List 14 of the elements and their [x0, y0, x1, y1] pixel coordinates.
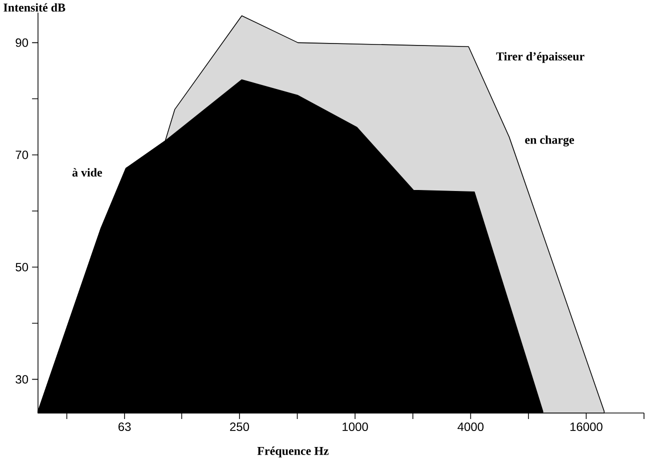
y-tick-label: 90 [16, 38, 28, 47]
annotation: Tirer d’épaisseur [496, 52, 584, 63]
x-tick-label: 4000 [458, 422, 484, 432]
x-axis-title: Fréquence Hz [257, 446, 329, 458]
y-tick-label: 30 [16, 375, 28, 384]
series-label: en charge [525, 135, 574, 146]
x-tick-label: 1000 [342, 422, 368, 432]
series-label: à vide [72, 168, 102, 177]
x-tick-label: 250 [230, 422, 250, 432]
x-tick-label: 63 [118, 422, 131, 432]
y-axis-title: Intensité dB [4, 3, 66, 12]
y-tick-label: 50 [16, 262, 28, 272]
x-tick-label: 16000 [570, 422, 602, 432]
y-tick-label: 70 [16, 150, 28, 160]
